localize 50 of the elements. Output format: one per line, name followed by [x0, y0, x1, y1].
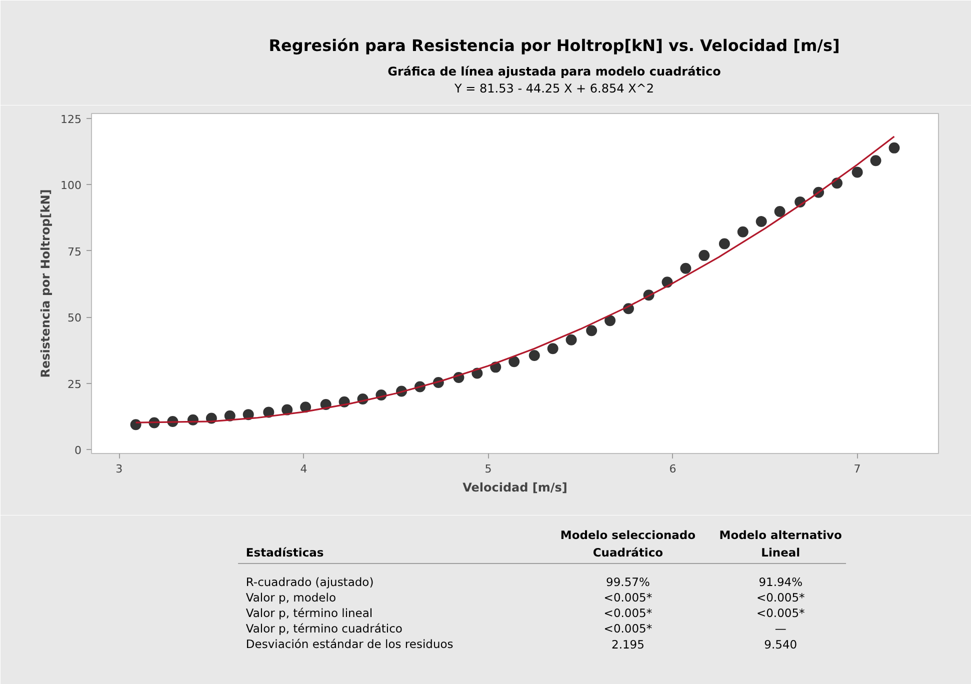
point — [870, 155, 882, 166]
text: <0.005* — [604, 622, 652, 636]
y-tick-label: 50 — [68, 312, 82, 325]
text: <0.005* — [604, 590, 652, 604]
point — [852, 166, 863, 178]
point — [737, 226, 748, 238]
point — [508, 356, 520, 368]
y-tick-label: 125 — [60, 113, 82, 126]
y-tick-label: 75 — [68, 245, 82, 258]
point — [680, 262, 692, 274]
point — [566, 334, 577, 346]
text: 2.195 — [612, 638, 644, 652]
point — [888, 142, 900, 154]
text: 91.94% — [758, 575, 803, 589]
point — [774, 206, 786, 217]
point — [756, 216, 767, 228]
x-tick-label: 3 — [116, 462, 123, 476]
x-axis-title: Velocidad [m/s] — [462, 480, 568, 494]
text: Desviación estándar de los residuos — [246, 637, 454, 651]
x-tick-label: 5 — [484, 462, 492, 476]
x-tick-label: 4 — [300, 462, 308, 476]
chart-subtitle: Gráfica de línea ajustada para modelo cuadrático — [388, 64, 721, 78]
text: 99.57% — [606, 575, 650, 589]
y-tick-label: 25 — [68, 378, 82, 391]
point — [604, 315, 616, 326]
chart-title: Regresión para Resistencia por Holtrop[kN] vs. Velocidad [m/s] — [268, 36, 840, 55]
x-tick-label: 6 — [669, 462, 676, 476]
text: Modelo seleccionado Cuadrático — [560, 528, 696, 560]
text: Estadísticas — [246, 546, 324, 560]
point — [586, 325, 598, 336]
y-tick-label: 100 — [60, 179, 82, 192]
text: Modelo alternativo Lineal — [719, 528, 842, 560]
text: <0.005* — [756, 590, 806, 604]
text: — — [774, 622, 786, 636]
point — [698, 250, 710, 261]
text: Valor p, término lineal — [246, 606, 373, 620]
y-tick-label: 0 — [74, 444, 82, 458]
y-axis-title: Resistencia por Holtrop[kN] — [38, 189, 53, 378]
text: <0.005* — [604, 606, 652, 620]
text: Valor p, modelo — [246, 590, 336, 604]
x-tick-label: 7 — [854, 462, 861, 476]
text: Valor p, término cuadrático — [246, 622, 402, 636]
text: Y = 81.53 - 44.25 X + 6.854 X^2 — [454, 82, 654, 96]
text: <0.005* — [756, 606, 806, 620]
point — [547, 343, 558, 354]
text: R-cuadrado (ajustado) — [246, 575, 374, 589]
point — [718, 238, 730, 250]
point — [528, 350, 540, 362]
text: 9.540 — [764, 638, 798, 652]
point — [300, 402, 312, 413]
